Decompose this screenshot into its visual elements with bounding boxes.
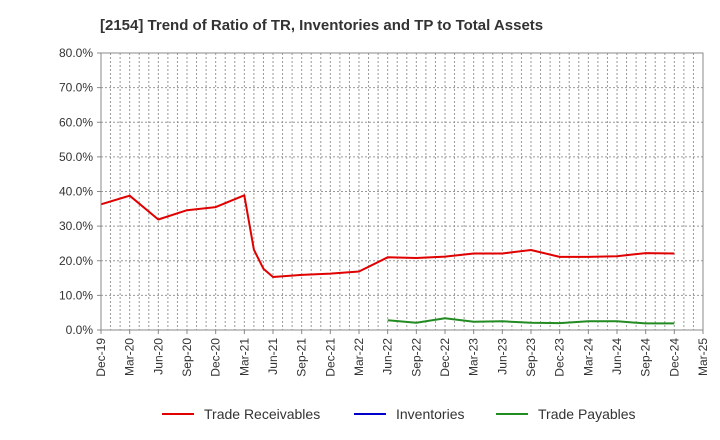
y-tick-label: 50.0%	[59, 150, 93, 164]
x-tick-label: Jun-24	[610, 338, 624, 375]
y-axis: 0.0% 10.0% 20.0% 30.0% 40.0% 50.0% 60.0% 70.0% 8…	[59, 46, 101, 337]
trade-receivables-line	[100, 194, 675, 278]
plot-frame	[100, 52, 704, 331]
legend-label-trade-payables: Trade Payables	[538, 406, 636, 422]
x-tick-label: Mar-24	[581, 338, 595, 376]
x-tick-label: Sep-20	[180, 338, 194, 377]
x-tick-label: Mar-20	[123, 338, 137, 376]
legend-label-trade-receivables: Trade Receivables	[204, 406, 320, 422]
y-tick-label: 10.0%	[59, 288, 93, 302]
x-tick-label: Jun-20	[151, 338, 165, 375]
x-tick-label: Mar-21	[237, 338, 251, 376]
x-tick-label: Jun-21	[266, 338, 280, 375]
x-tick-label: Jun-22	[381, 338, 395, 375]
y-tick-label: 40.0%	[59, 185, 93, 199]
legend-label-inventories: Inventories	[396, 406, 464, 422]
x-tick-label: Sep-24	[639, 338, 653, 377]
grid	[101, 53, 703, 330]
x-tick-label: Sep-22	[409, 338, 423, 377]
x-tick-label: Dec-21	[323, 338, 337, 377]
x-tick-label: Mar-22	[352, 338, 366, 376]
y-tick-label: 70.0%	[59, 81, 93, 95]
x-tick-label: Sep-23	[524, 338, 538, 377]
y-tick-label: 30.0%	[59, 219, 93, 233]
chart-title: [2154] Trend of Ratio of TR, Inventories…	[100, 17, 543, 34]
y-tick-label: 0.0%	[66, 323, 94, 337]
x-tick-label: Dec-23	[553, 338, 567, 377]
x-tick-label: Dec-20	[209, 338, 223, 377]
y-tick-label: 20.0%	[59, 254, 93, 268]
x-tick-label: Dec-22	[438, 338, 452, 377]
x-tick-label: Mar-23	[467, 338, 481, 376]
x-tick-label: Mar-25	[696, 338, 710, 376]
y-tick-label: 60.0%	[59, 115, 93, 129]
x-axis: Dec-19 Mar-20 Jun-20 Sep-20 Dec-20 Mar-21 Jun-…	[94, 330, 710, 377]
plot-area	[100, 194, 675, 325]
y-tick-label: 80.0%	[59, 46, 93, 60]
x-tick-label: Dec-24	[667, 338, 681, 377]
x-tick-label: Dec-19	[94, 338, 108, 377]
x-tick-label: Jun-23	[495, 338, 509, 375]
trade-payables-line	[387, 317, 675, 325]
x-tick-label: Sep-21	[295, 338, 309, 377]
legend: Trade Receivables Inventories Trade Payabl…	[162, 406, 636, 422]
